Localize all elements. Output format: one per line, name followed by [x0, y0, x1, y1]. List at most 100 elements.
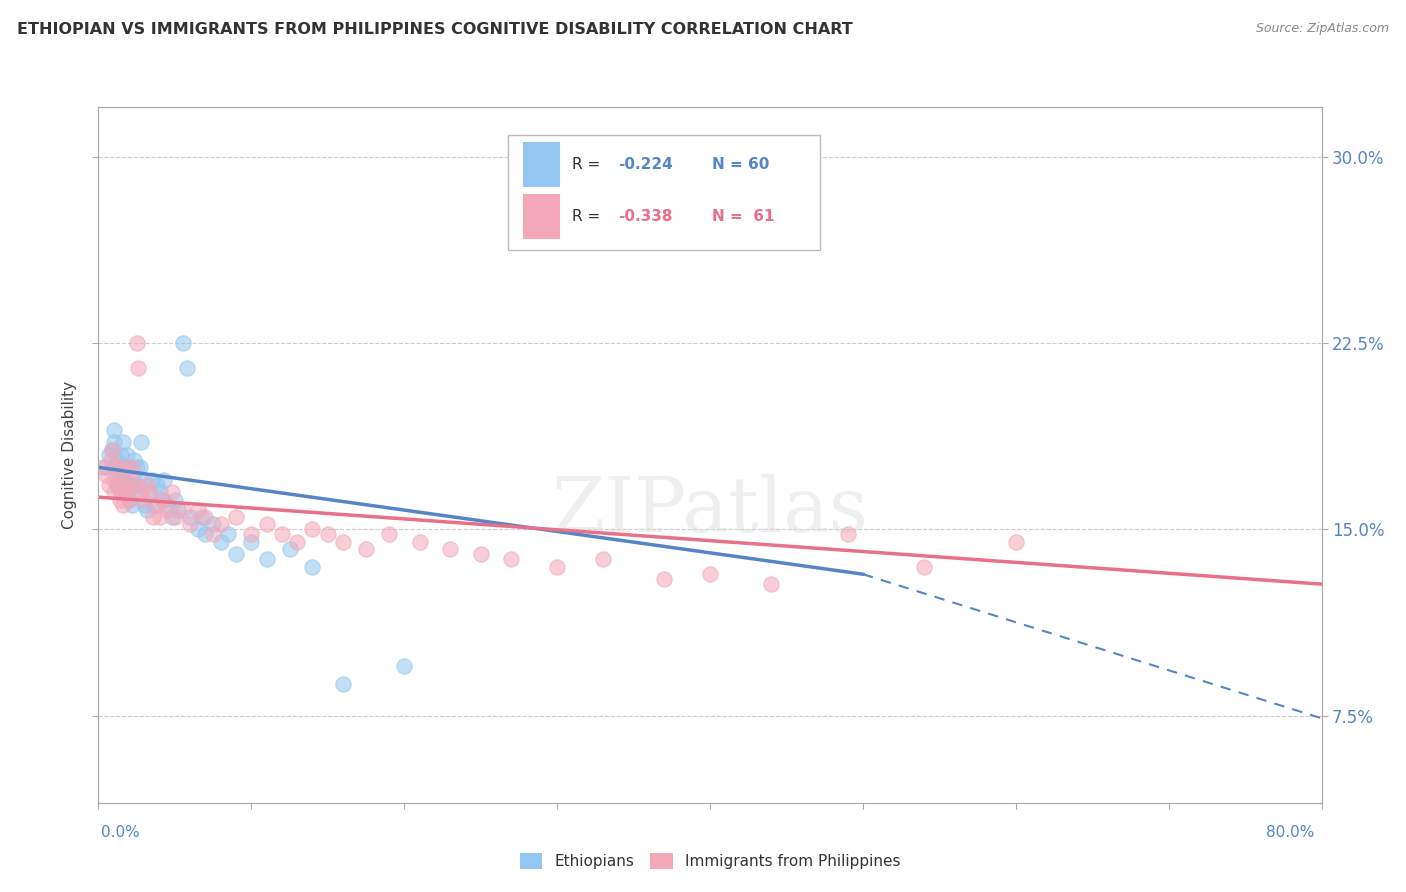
Point [209, 517, 232, 532]
Point [108, 485, 131, 500]
Point [217, 527, 239, 541]
Point [136, 502, 159, 516]
Point [202, 517, 225, 532]
Point [129, 435, 152, 450]
Point [115, 460, 138, 475]
Point [152, 492, 174, 507]
Point [111, 435, 134, 450]
Point [167, 502, 190, 516]
Point [152, 492, 174, 507]
Point [107, 477, 129, 491]
Point [91, 460, 114, 475]
Point [187, 523, 209, 537]
Point [121, 477, 143, 491]
Point [160, 510, 183, 524]
Point [225, 510, 247, 524]
Point [129, 485, 152, 500]
Point [115, 485, 138, 500]
Point [285, 535, 308, 549]
Point [176, 361, 198, 376]
Point [103, 435, 125, 450]
Point [105, 453, 128, 467]
Point [332, 676, 354, 690]
Point [117, 448, 139, 462]
Point [125, 485, 148, 500]
Point [101, 442, 124, 457]
Point [125, 460, 148, 475]
Point [278, 542, 301, 557]
Text: 0.0%: 0.0% [101, 825, 141, 840]
Text: -0.224: -0.224 [619, 157, 673, 171]
FancyBboxPatch shape [508, 135, 820, 250]
Legend: Ethiopians, Immigrants from Philippines: Ethiopians, Immigrants from Philippines [513, 847, 907, 875]
Point [202, 527, 225, 541]
Text: ETHIOPIAN VS IMMIGRANTS FROM PHILIPPINES COGNITIVE DISABILITY CORRELATION CHART: ETHIOPIAN VS IMMIGRANTS FROM PHILIPPINES… [17, 22, 852, 37]
Point [98, 477, 121, 491]
Point [149, 485, 172, 500]
Point [101, 442, 124, 457]
Point [408, 535, 430, 549]
Point [912, 559, 935, 574]
Point [127, 361, 149, 376]
Point [194, 527, 217, 541]
Point [112, 477, 135, 491]
Point [163, 492, 186, 507]
Point [256, 552, 278, 566]
Point [354, 542, 377, 557]
Point [470, 547, 492, 561]
Point [172, 336, 194, 351]
Point [118, 477, 141, 491]
Point [105, 460, 128, 475]
Text: 80.0%: 80.0% [1267, 825, 1315, 840]
Point [118, 492, 141, 507]
Point [145, 477, 167, 491]
Point [103, 485, 125, 500]
Point [122, 453, 145, 467]
Point [209, 535, 232, 549]
Point [111, 460, 134, 475]
Point [439, 542, 461, 557]
Point [107, 467, 129, 482]
Point [138, 485, 160, 500]
Point [194, 510, 217, 524]
Point [699, 567, 721, 582]
Point [121, 460, 143, 475]
Point [153, 473, 176, 487]
Text: Source: ZipAtlas.com: Source: ZipAtlas.com [1256, 22, 1389, 36]
Point [136, 477, 159, 491]
Point [103, 473, 125, 487]
Point [160, 485, 183, 500]
Point [110, 485, 132, 500]
Point [110, 473, 132, 487]
Point [111, 498, 134, 512]
Point [105, 477, 128, 491]
Text: -0.338: -0.338 [619, 210, 673, 225]
Point [837, 527, 859, 541]
Point [134, 473, 156, 487]
Point [127, 477, 149, 491]
Point [122, 467, 145, 482]
Point [134, 492, 156, 507]
Text: R =: R = [572, 157, 605, 171]
Point [120, 473, 142, 487]
Point [240, 527, 263, 541]
Point [115, 460, 138, 475]
Point [191, 510, 214, 524]
Text: N = 60: N = 60 [713, 157, 770, 171]
Point [179, 510, 201, 524]
Point [592, 552, 614, 566]
Point [118, 460, 141, 475]
Point [256, 517, 278, 532]
Point [103, 423, 125, 437]
Point [149, 510, 172, 524]
Point [179, 517, 201, 532]
Point [163, 510, 186, 524]
Point [187, 502, 209, 516]
Point [100, 453, 122, 467]
Point [316, 527, 339, 541]
Point [546, 559, 568, 574]
Point [134, 498, 156, 512]
Point [103, 460, 125, 475]
Point [1004, 535, 1026, 549]
Point [652, 572, 675, 586]
